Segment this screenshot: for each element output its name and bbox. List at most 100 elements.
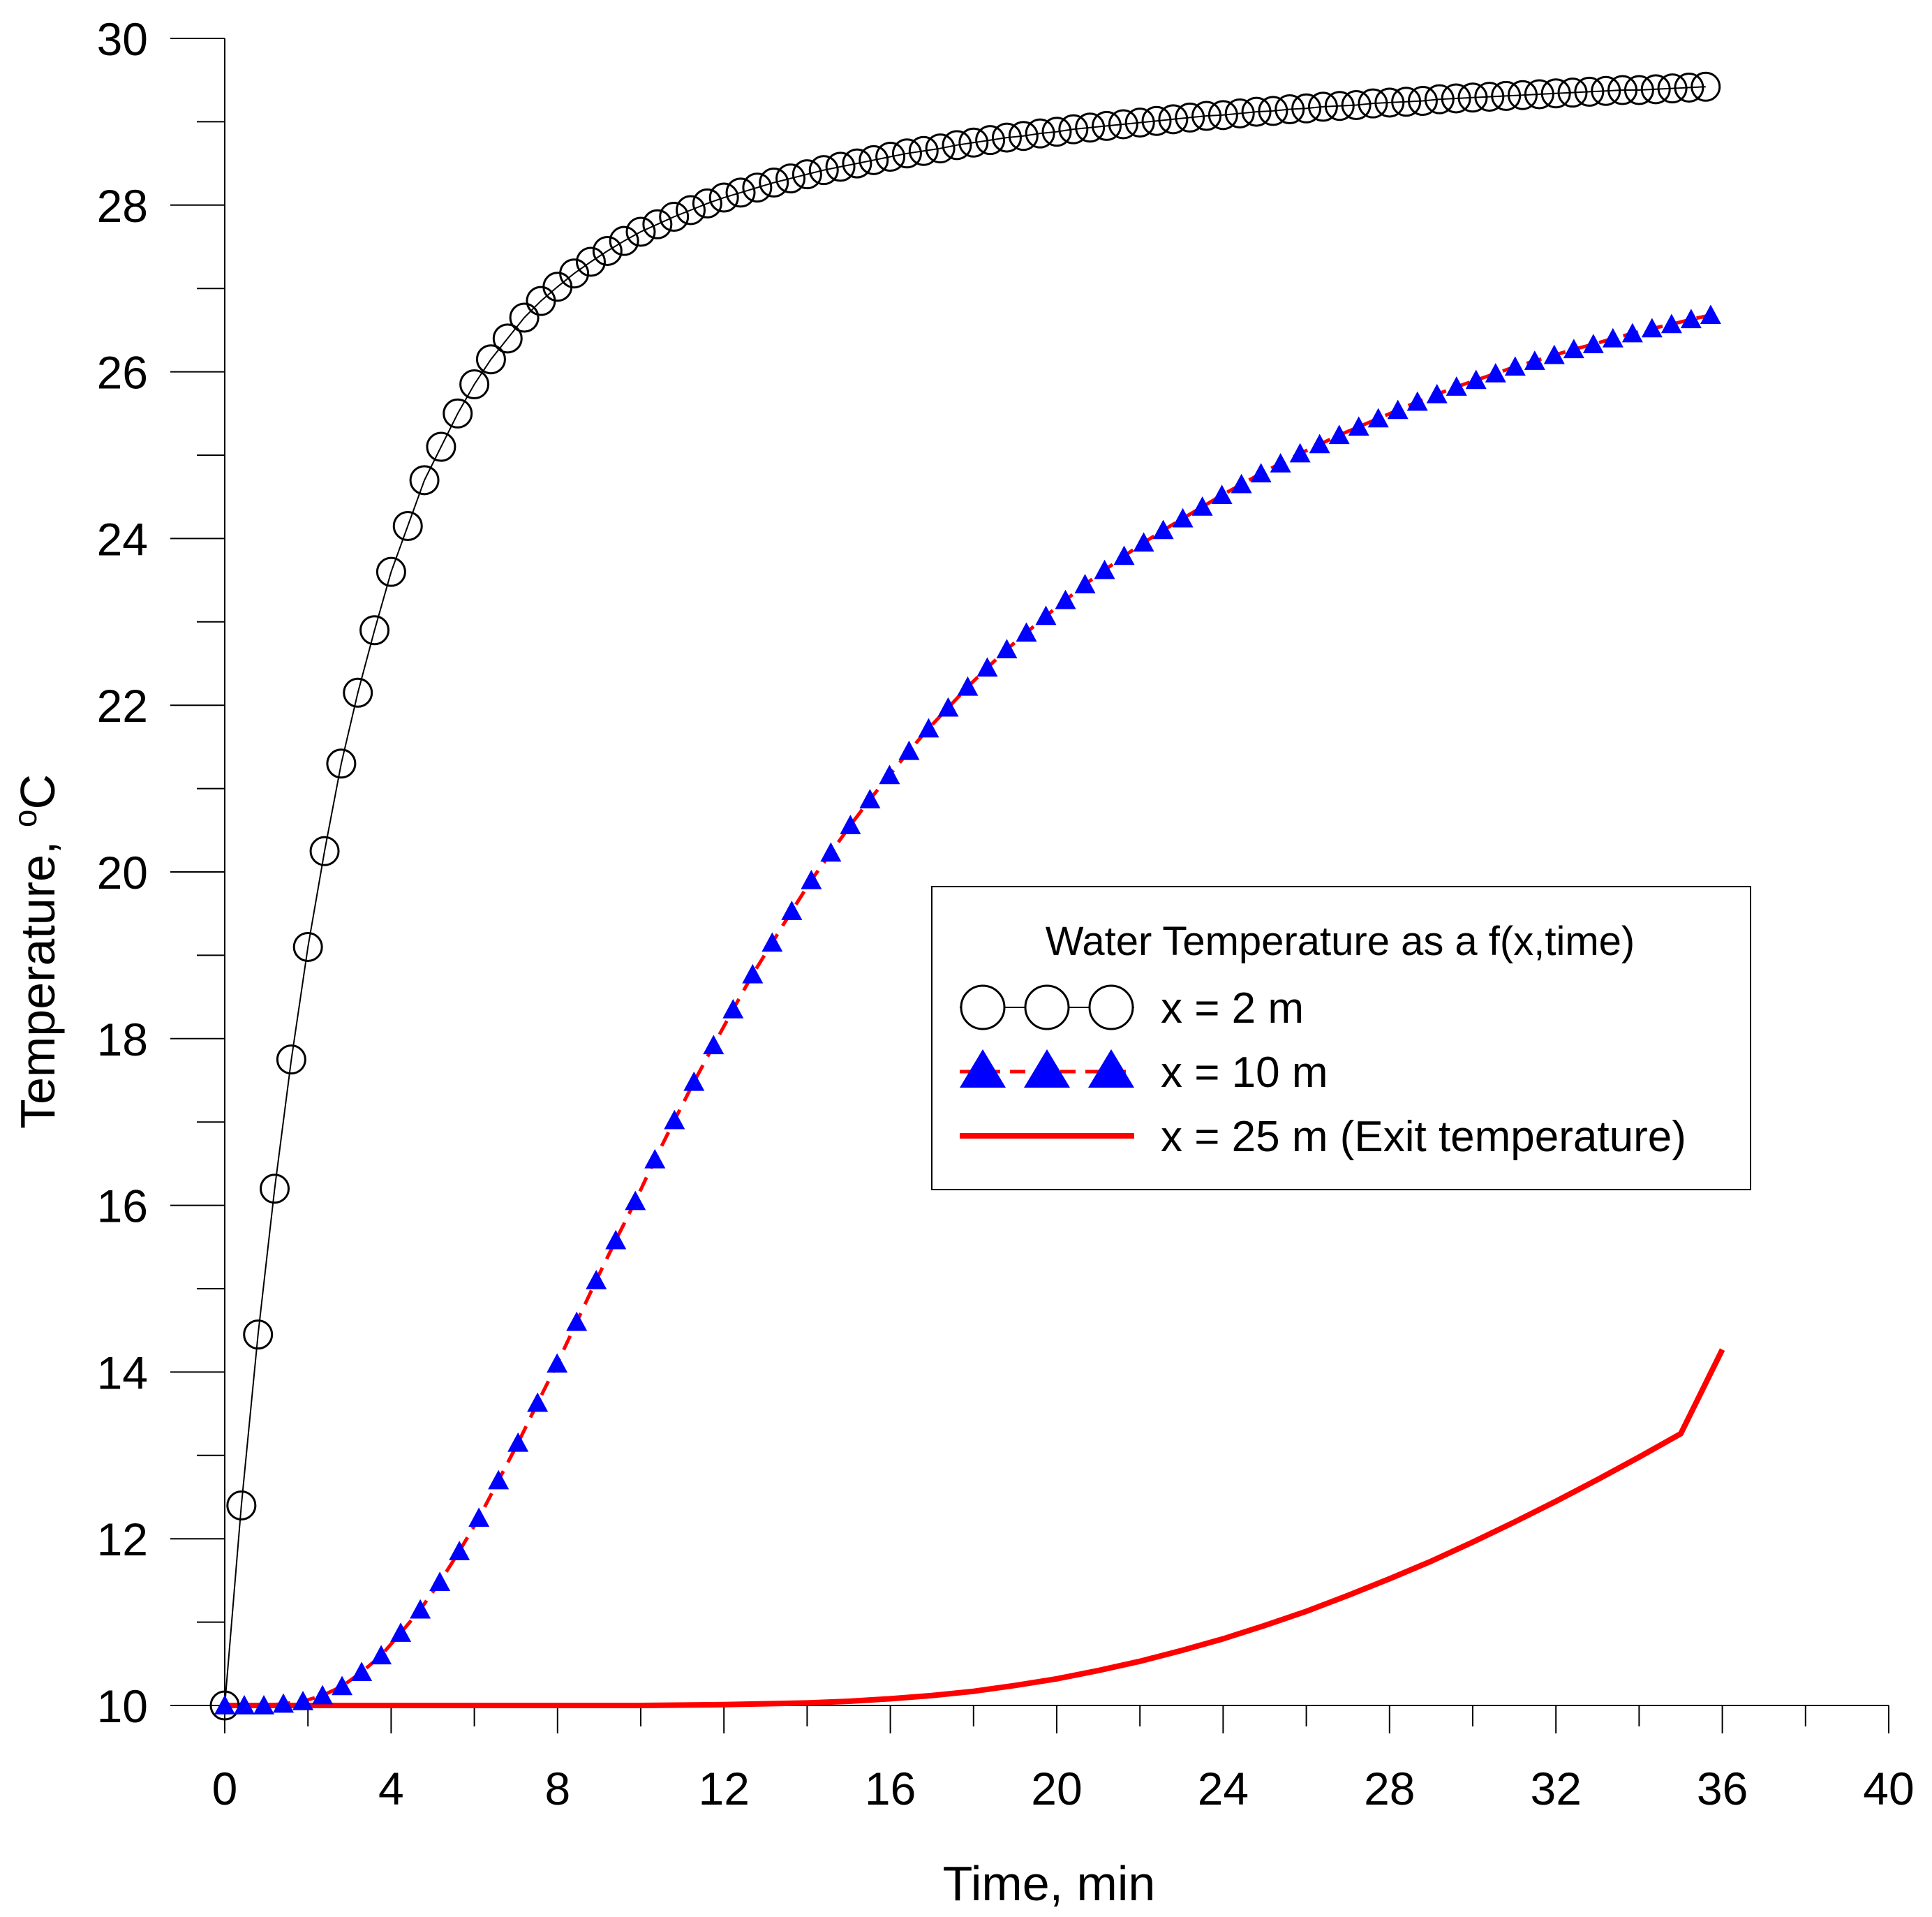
series-x2-point [659, 202, 690, 232]
series-x10-point [390, 1622, 412, 1642]
series-x10-point [664, 1109, 685, 1130]
series-x10-point [1660, 313, 1682, 334]
series-x10-point [449, 1541, 470, 1560]
series-x10-point [586, 1270, 607, 1289]
series-x10-point [996, 639, 1018, 658]
series-x2-point [642, 209, 673, 239]
series-x2-point [1275, 94, 1305, 124]
x-tick-label: 24 [1198, 1763, 1249, 1814]
series-x2-point [1690, 71, 1721, 102]
legend-marker-triangle [960, 1049, 1006, 1088]
legend-title: Water Temperature as a f(x,time) [1046, 919, 1635, 964]
series-x2-point [1241, 96, 1272, 127]
series-x10-point [547, 1353, 568, 1373]
y-tick-label: 18 [97, 1014, 148, 1065]
legend-marker-triangle [1024, 1049, 1070, 1088]
series-x2-point [392, 510, 423, 541]
series-x2-point [759, 168, 789, 198]
y-tick-label: 22 [97, 680, 148, 732]
series-x2-point [1324, 91, 1355, 121]
series-x2-point [359, 615, 390, 646]
series-x10-point [468, 1507, 490, 1527]
series-x2-point [276, 1044, 306, 1075]
series-x2-point [1291, 93, 1322, 124]
series-x10-point [507, 1432, 529, 1452]
series-x2-point [1108, 109, 1138, 140]
series-x10-point [1289, 443, 1311, 463]
series-x10-point [234, 1695, 255, 1715]
series-x2-point [1092, 110, 1122, 141]
series-x2-point [409, 465, 440, 496]
series-x2-point [1358, 88, 1388, 119]
series-x2-point [1424, 84, 1455, 114]
y-tick-label: 14 [97, 1347, 148, 1398]
series-x2-point [1441, 83, 1471, 114]
series-x2-point [492, 323, 523, 354]
series-x2-point [958, 127, 989, 158]
series-x2-point [1141, 105, 1172, 136]
series-x10-point [1621, 323, 1643, 343]
legend-marker-circle [1088, 984, 1134, 1030]
series-x2-point [742, 172, 773, 203]
series-x2-point [1407, 86, 1438, 117]
series-x2-point [260, 1174, 290, 1204]
series-x2-point [1657, 73, 1688, 104]
series-x2-point [1041, 117, 1072, 147]
series-x2-point [1640, 74, 1671, 105]
series-x10-point [683, 1071, 705, 1091]
series-x10-point [1465, 369, 1487, 390]
series-x2-point [842, 148, 872, 179]
series-x2-point [708, 182, 739, 213]
series-x2-point [1508, 80, 1538, 110]
series-x10-point [1152, 519, 1174, 540]
series-x2-point [609, 225, 639, 256]
series-x10-point [1563, 339, 1584, 359]
series-x2-point [1175, 102, 1205, 133]
series-x2-point [891, 138, 922, 169]
series-x10-point [1387, 399, 1409, 420]
series-x2-point [1124, 108, 1155, 138]
series-x25-line [225, 1348, 1725, 1708]
series-x10-point [918, 718, 939, 738]
series-x2-point [426, 431, 456, 462]
series-x10-point [1035, 605, 1057, 626]
series-x10-point [1641, 318, 1663, 338]
series-x10-point [1406, 391, 1428, 411]
series-x10-point [1582, 334, 1604, 353]
legend-marker-triangle [1088, 1049, 1134, 1088]
series-x10-point [801, 869, 822, 889]
series-x10-point [1446, 376, 1467, 396]
series-x10-point [1524, 350, 1545, 370]
y-tick-label: 12 [97, 1513, 148, 1565]
legend-box [931, 886, 1751, 1190]
series-x2-point [808, 155, 839, 186]
series-x2-point [975, 125, 1006, 156]
series-x10-point [214, 1695, 235, 1715]
series-x10-point [371, 1645, 392, 1665]
y-axis-title-unit: C [10, 774, 65, 810]
series-x2-point [475, 344, 506, 375]
y-axis-title-superscript: o [7, 810, 43, 828]
series-x10-point [1055, 589, 1076, 609]
series-x2-point [875, 142, 906, 172]
axes: 0 4 8 12 16 20 24 28 32 36 40 10 12 14 16 18 20 22 24 26 28 3… [97, 13, 1915, 1814]
series-x10-point [410, 1599, 431, 1619]
series-x10-point [781, 901, 803, 920]
series-x10-point [1113, 545, 1135, 565]
x-tick-label: 4 [378, 1763, 404, 1814]
series-x10-point [1602, 327, 1623, 348]
series-x10-point [879, 764, 900, 785]
series-x10-point [1270, 452, 1291, 473]
x-tick-label: 8 [544, 1763, 570, 1814]
series-x2-point [1058, 114, 1089, 145]
series-x2-point [725, 177, 756, 208]
series-x2-point [1457, 82, 1488, 113]
series-x10-point [840, 815, 861, 834]
series-x2-point [775, 163, 806, 194]
y-tick-label: 20 [97, 847, 148, 898]
series-x10-point [859, 789, 881, 808]
series-x10-point [273, 1693, 295, 1713]
x-tick-label: 28 [1364, 1763, 1415, 1814]
series-x10-point [1172, 508, 1194, 528]
